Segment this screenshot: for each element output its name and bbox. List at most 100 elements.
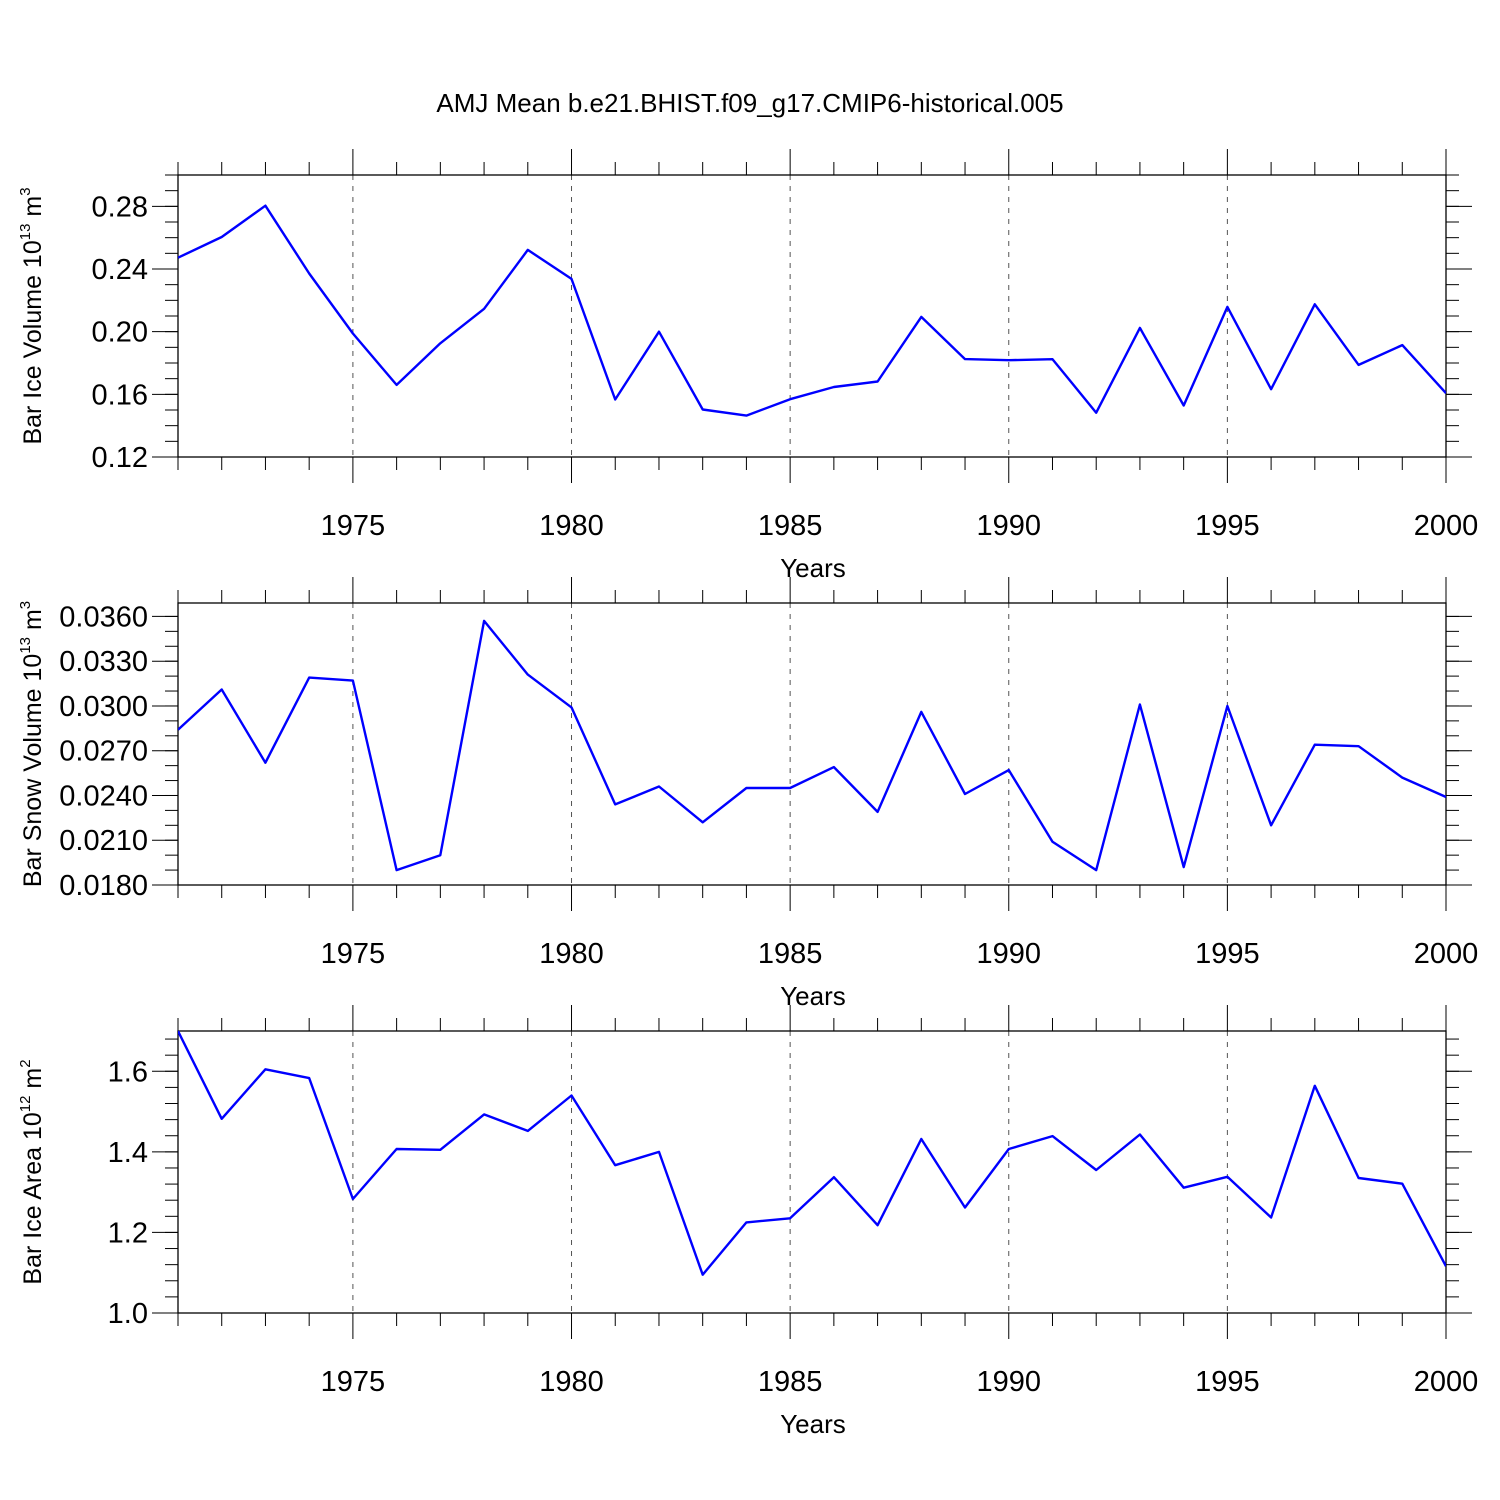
data-point-1974 [308,1077,310,1079]
x-tick-label: 1985 [758,1366,823,1398]
y-axis-label: Bar Ice Area 1012 m2 [17,1059,47,1284]
y-tick-label: 0.0270 [59,736,148,768]
y-tick-label: 0.16 [92,379,148,411]
x-tick-label: 1980 [539,938,604,970]
data-point-1975 [352,332,354,334]
data-point-1977 [439,1149,441,1151]
data-point-1988 [920,1138,922,1140]
data-point-1990 [1008,359,1010,361]
x-axis-label: Years [780,553,846,583]
data-point-1972 [221,688,223,690]
y-axis-label-text: m [19,1068,47,1096]
data-point-1995 [1226,306,1228,308]
y-axis-label-text: m [19,609,47,637]
y-tick-label: 0.0210 [59,825,148,857]
data-point-1996 [1270,824,1272,826]
data-point-1984 [745,1221,747,1223]
x-axis-label: Years [780,1409,846,1439]
y-axis-label: Bar Snow Volume 1013 m3 [17,601,47,887]
data-point-1995 [1226,1176,1228,1178]
data-point-1983 [701,408,703,410]
y-tick-label: 1.6 [108,1056,148,1088]
data-point-1973 [264,205,266,207]
data-point-1994 [1182,404,1184,406]
series-line [178,619,1446,872]
data-point-1984 [745,787,747,789]
data-point-1981 [614,1164,616,1166]
data-point-1975 [352,679,354,681]
y-tick-label: 0.28 [92,191,148,223]
data-point-1983 [701,821,703,823]
data-point-1985 [789,398,791,400]
x-tick-label: 1980 [539,510,604,542]
plot-frame [177,174,1447,458]
x-tick-label: 1990 [977,938,1042,970]
x-tick-label: 1985 [758,938,823,970]
data-point-1988 [920,711,922,713]
series-line [178,204,1446,417]
data-point-1984 [745,414,747,416]
x-axis-label: Years [780,981,846,1011]
data-point-1979 [527,1130,529,1132]
data-point-1978 [483,620,485,622]
data-point-1986 [833,766,835,768]
data-point-1985 [789,1217,791,1219]
data-point-1977 [439,854,441,856]
y-tick-label: 0.0360 [59,601,148,633]
x-tick-label: 1995 [1195,938,1260,970]
data-point-1976 [395,869,397,871]
data-point-2000 [1445,1265,1447,1267]
chart-panel-3: 1.0 1.2 1.4 1.6 1975 1980 1985 1990 1995 2000 Year… [17,1005,1478,1439]
chart-panel-1: 0.12 0.16 0.20 0.24 0.28 1975 1980 1985 1990 1995… [17,149,1478,583]
data-point-1998 [1357,1177,1359,1179]
data-point-1997 [1314,744,1316,746]
data-point-1981 [614,398,616,400]
data-point-1971 [177,729,179,731]
y-tick-label: 0.24 [92,254,148,286]
data-point-1989 [964,358,966,360]
y-tick-label: 0.0330 [59,646,148,678]
y-tick-label: 1.4 [108,1137,148,1169]
x-tick-label: 1995 [1195,510,1260,542]
y-axis-label-text: Bar Snow Volume 10 [19,654,47,887]
plot-frame [177,602,1447,886]
chart-panel-2: 0.0180 0.0210 0.0240 0.0270 0.0300 0.0330 0.03… [17,577,1478,1011]
x-tick-label: 2000 [1414,510,1479,542]
data-point-1985 [789,787,791,789]
data-point-1994 [1182,866,1184,868]
x-tick-label: 2000 [1414,938,1479,970]
x-tick-label: 1975 [321,510,386,542]
y-axis-label: Bar Ice Volume 1013 m3 [17,187,47,444]
plot-frame [177,1030,1447,1314]
data-point-1993 [1139,1133,1141,1135]
y-tick-label: 0.12 [92,442,148,474]
data-point-1975 [352,1198,354,1200]
y-axis-label-exponent: 3 [17,187,34,195]
data-point-1991 [1051,1135,1053,1137]
data-point-1971 [177,1030,179,1032]
data-point-1972 [221,1118,223,1120]
series-line [178,1030,1446,1276]
x-tick-label: 1990 [977,510,1042,542]
y-tick-label: 1.2 [108,1217,148,1249]
y-axis-label-exponent: 13 [17,637,34,654]
data-point-1982 [658,785,660,787]
data-point-1997 [1314,1085,1316,1087]
data-point-1983 [701,1274,703,1276]
data-point-1981 [614,803,616,805]
y-axis-label-text: Bar Ice Area 10 [19,1112,47,1284]
data-point-1987 [876,1224,878,1226]
y-tick-label: 0.0300 [59,691,148,723]
data-point-1999 [1401,344,1403,346]
data-point-1979 [527,249,529,251]
data-point-1999 [1401,1182,1403,1184]
data-point-1980 [570,278,572,280]
data-point-1976 [395,1148,397,1150]
data-point-1973 [264,1068,266,1070]
chart-panels: 0.12 0.16 0.20 0.24 0.28 1975 1980 1985 1990 1995… [17,149,1478,1439]
data-point-1990 [1008,1148,1010,1150]
x-tick-label: 1975 [321,938,386,970]
y-axis-label-exponent: 2 [17,1059,34,1067]
data-point-1974 [308,676,310,678]
x-tick-label: 1975 [321,1366,386,1398]
